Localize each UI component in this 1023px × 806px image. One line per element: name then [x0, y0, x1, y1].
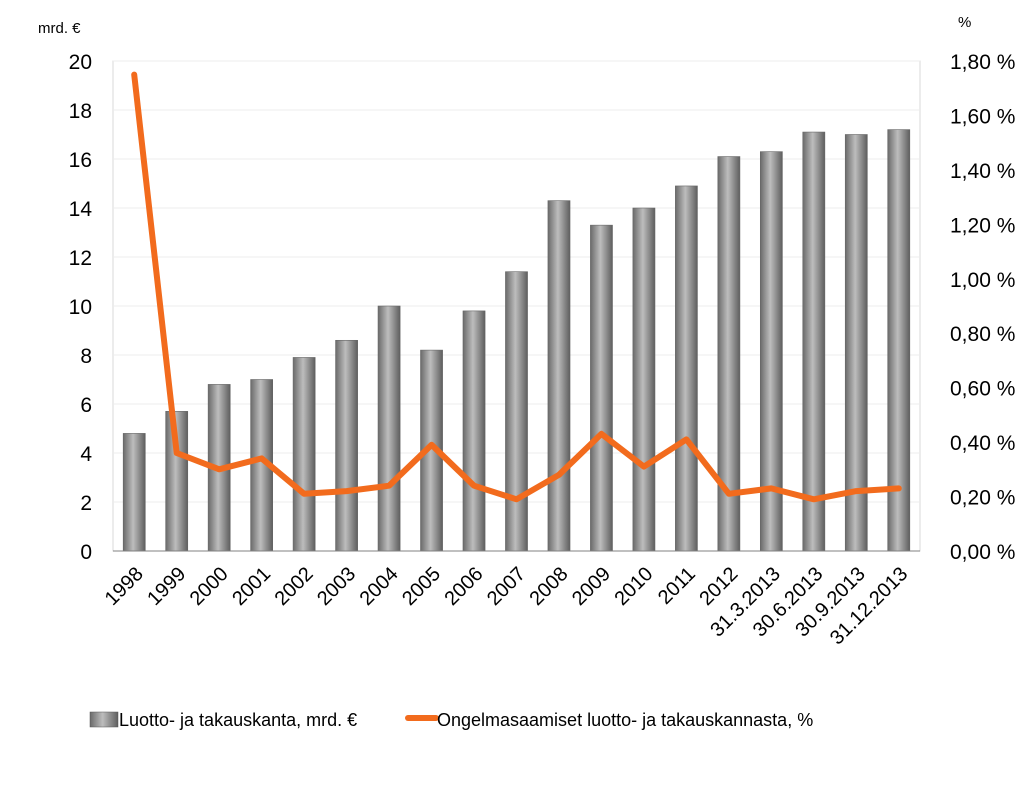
line-series [131, 71, 902, 503]
right-tick-label: 1,40 % [950, 160, 1015, 183]
x-tick-label: 2004 [356, 563, 403, 610]
x-tick-label: 2011 [654, 563, 700, 609]
legend-bar-label: Luotto- ja takauskanta, mrd. € [119, 710, 357, 730]
bar [377, 305, 401, 552]
left-tick-label: 4 [80, 443, 92, 466]
bar [292, 357, 316, 552]
x-tick-label: 1999 [143, 563, 190, 610]
left-tick-label: 10 [69, 296, 92, 319]
left-tick-label: 16 [69, 149, 92, 172]
left-tick-label: 12 [69, 247, 92, 270]
bar [335, 339, 358, 552]
right-axis-unit: % [958, 14, 971, 31]
bar [505, 271, 528, 552]
right-tick-label: 0,80 % [950, 323, 1015, 346]
left-tick-label: 0 [80, 541, 92, 564]
right-tick-label: 0,60 % [950, 378, 1015, 401]
right-tick-label: 0,00 % [950, 541, 1015, 564]
legend-bar-swatch [89, 711, 119, 728]
left-tick-label: 14 [69, 198, 93, 221]
bar [590, 224, 613, 552]
x-tick-label: 2009 [568, 563, 615, 610]
legend: Luotto- ja takauskanta, mrd. € Ongelmasa… [89, 710, 813, 730]
bar [802, 131, 826, 552]
x-axis-ticks: 1998199920002001200220032004200520062007… [101, 563, 913, 649]
right-tick-label: 1,00 % [950, 269, 1015, 292]
bar [122, 433, 146, 552]
x-tick-label: 2005 [398, 563, 445, 610]
left-tick-label: 18 [69, 100, 92, 123]
x-tick-label: 2008 [525, 563, 572, 610]
left-tick-label: 2 [80, 492, 92, 515]
x-tick-label: 2002 [271, 563, 318, 610]
x-tick-label: 1998 [101, 563, 148, 610]
right-tick-label: 1,80 % [950, 51, 1015, 74]
bar [547, 200, 571, 552]
x-tick-label: 2007 [483, 563, 530, 610]
left-tick-label: 20 [69, 51, 92, 74]
bar [632, 207, 656, 552]
bar [462, 310, 486, 552]
left-tick-label: 8 [80, 345, 92, 368]
x-tick-label: 2010 [610, 563, 657, 610]
right-tick-label: 1,60 % [950, 105, 1015, 128]
x-tick-label: 2003 [313, 563, 360, 610]
gridlines [113, 60, 920, 503]
left-tick-label: 6 [80, 394, 92, 417]
bar [675, 185, 698, 552]
right-tick-label: 0,40 % [950, 432, 1015, 455]
right-axis-ticks: 0,00 % 0,20 % 0,40 % 0,60 % 0,80 % 1,00 % 1,20… [950, 51, 1015, 564]
x-tick-label: 2006 [441, 563, 488, 610]
right-tick-label: 0,20 % [950, 487, 1015, 510]
left-axis-unit: mrd. € [38, 20, 81, 37]
x-tick-label: 2000 [186, 563, 233, 610]
left-axis-ticks: 0 2 4 6 8 10 12 14 16 18 20 [69, 51, 93, 564]
legend-line-label: Ongelmasaamiset luotto- ja takauskannast… [437, 710, 813, 730]
right-tick-label: 1,20 % [950, 214, 1015, 237]
bar-series [122, 129, 911, 552]
x-tick-label: 2001 [228, 563, 275, 610]
